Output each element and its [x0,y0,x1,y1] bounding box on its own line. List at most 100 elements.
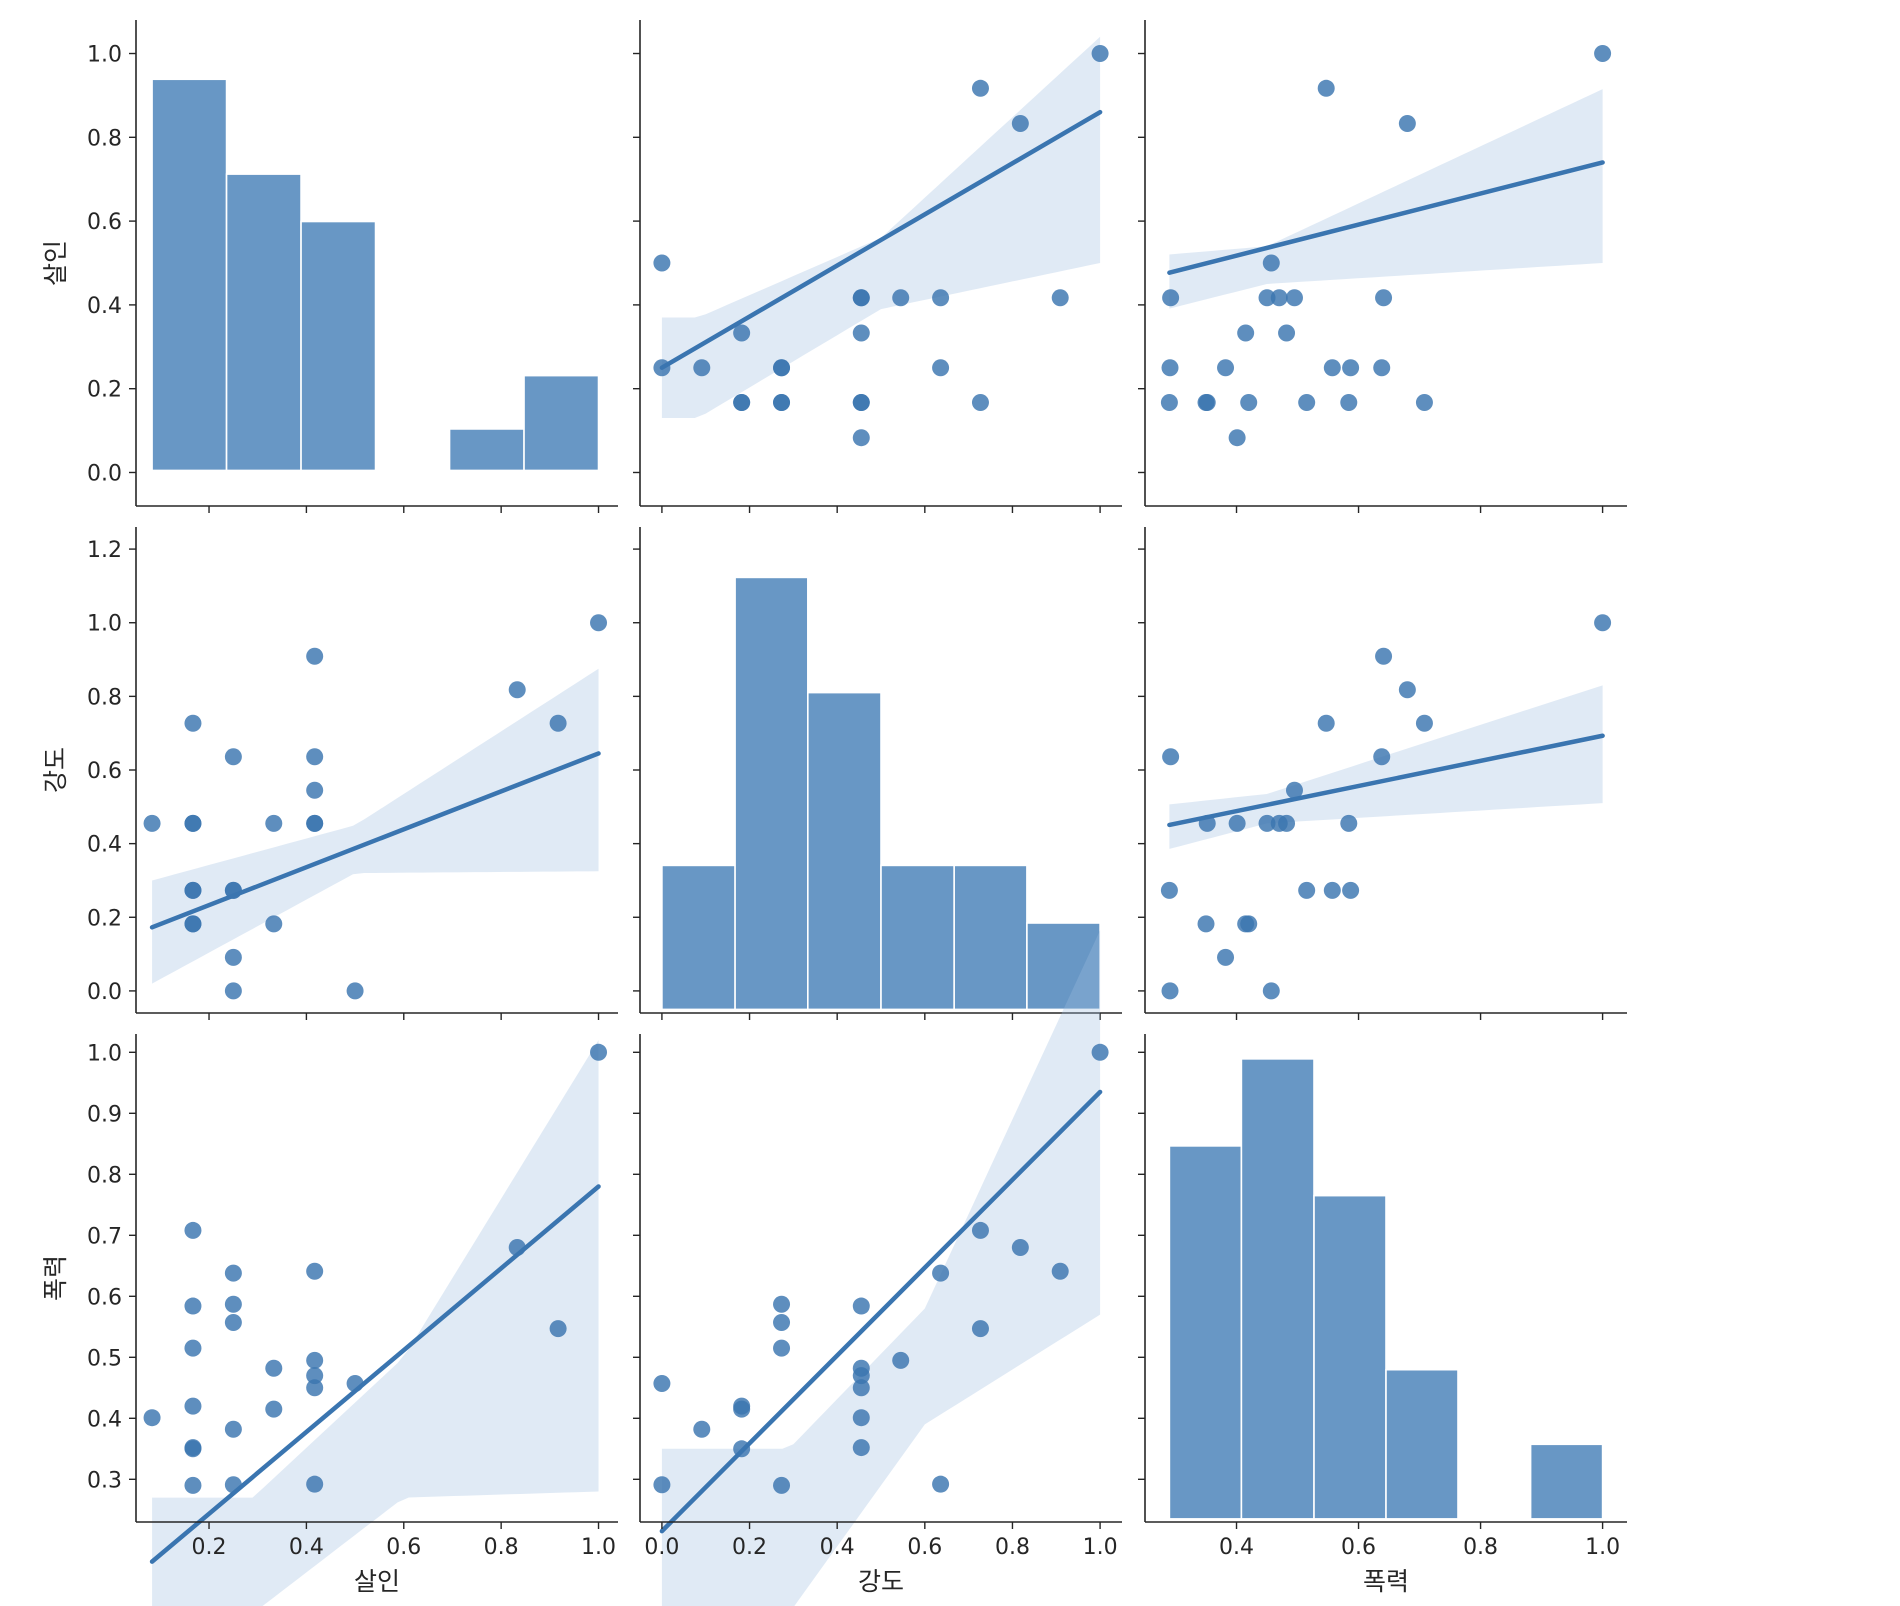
point-salin-vs-gangdo-5 [733,394,751,412]
point-salin-vs-gangdo-15 [1051,289,1069,307]
point-gangdo-vs-salin-14 [265,915,283,933]
point-pokryeok-vs-gangdo-14 [733,1400,751,1418]
point-pokryeok-vs-salin-8 [224,1264,242,1282]
y-tick-label-gangdo: 1.2 [87,538,122,563]
point-salin-vs-gangdo-23 [1091,45,1109,63]
point-gangdo-vs-salin-16 [306,748,324,766]
ci-band-gangdo-vs-pokryeok [1169,685,1603,849]
point-pokryeok-vs-salin-12 [224,1314,242,1332]
y-axis-title-gangdo: 강도 [41,747,70,793]
point-gangdo-vs-pokryeok-19 [1258,814,1276,832]
point-gangdo-vs-salin-0 [143,814,161,832]
point-gangdo-vs-pokryeok-18 [1270,814,1288,832]
hist-bar-gangdo-1 [734,576,809,1011]
point-salin-vs-gangdo-12 [773,359,791,377]
ci-band-gangdo-vs-salin [152,668,599,984]
point-gangdo-vs-pokryeok-8 [1373,748,1391,766]
point-pokryeok-vs-gangdo-11 [693,1420,711,1438]
point-pokryeok-vs-salin-3 [184,1339,202,1357]
hist-bar-pokryeok-0 [1168,1145,1243,1520]
point-pokryeok-vs-gangdo-20 [653,1375,671,1393]
point-gangdo-vs-salin-20 [346,982,364,1000]
point-pokryeok-vs-salin-15 [306,1262,324,1280]
point-pokryeok-vs-salin-20 [346,1375,364,1393]
hist-bar-salin-2 [300,220,377,472]
point-salin-vs-gangdo-8 [932,359,950,377]
point-pokryeok-vs-salin-18 [306,1367,324,1385]
point-gangdo-vs-salin-13 [265,814,283,832]
point-pokryeok-vs-gangdo-19 [852,1379,870,1397]
point-salin-vs-gangdo-19 [852,289,870,307]
y-tick-label-salin: 1.0 [87,43,122,68]
point-salin-vs-pokryeok-3 [1298,394,1316,412]
point-salin-vs-gangdo-22 [971,79,989,97]
regression-line-gangdo-vs-salin [149,751,601,930]
point-gangdo-vs-pokryeok-5 [1197,915,1215,933]
point-pokryeok-vs-gangdo-21 [1011,1239,1029,1256]
point-gangdo-vs-pokryeok-10 [1161,982,1179,1000]
point-salin-vs-pokryeok-2 [1340,394,1358,412]
point-gangdo-vs-pokryeok-1 [1415,714,1433,732]
point-salin-vs-pokryeok-4 [1240,394,1258,412]
y-tick-label-pokryeok: 0.4 [87,1407,122,1432]
point-salin-vs-pokryeok-23 [1594,45,1612,63]
point-pokryeok-vs-salin-9 [224,1295,242,1313]
y-axis-title-salin: 살인 [41,240,70,286]
point-salin-vs-pokryeok-11 [1217,359,1235,377]
point-pokryeok-vs-salin-6 [184,1476,202,1494]
panel-salin-vs-pokryeok [1138,20,1627,513]
x-tick-label-salin: 0.4 [289,1535,324,1560]
point-pokryeok-vs-salin-13 [265,1359,283,1377]
x-tick-label-salin: 0.2 [192,1535,227,1560]
point-pokryeok-vs-salin-17 [306,1351,324,1369]
x-tick-label-salin: 1.0 [581,1535,616,1560]
point-salin-vs-gangdo-20 [653,254,671,272]
point-pokryeok-vs-gangdo-17 [892,1351,910,1369]
point-gangdo-vs-salin-21 [508,681,526,699]
point-pokryeok-vs-salin-14 [265,1400,283,1418]
y-tick-label-salin: 0.2 [87,378,122,403]
point-gangdo-vs-pokryeok-9 [1342,881,1360,899]
point-salin-vs-gangdo-7 [852,394,870,412]
point-salin-vs-pokryeok-12 [1323,359,1341,377]
x-tick-label-pokryeok: 0.6 [1341,1535,1376,1560]
y-tick-label-salin: 0.4 [87,294,122,319]
x-tick-label-salin: 0.6 [386,1535,421,1560]
point-gangdo-vs-pokryeok-23 [1594,614,1612,632]
point-pokryeok-vs-salin-23 [590,1043,608,1061]
hist-bar-salin-0 [151,78,228,472]
point-gangdo-vs-pokryeok-15 [1375,647,1393,665]
y-tick-label-pokryeok: 0.7 [87,1224,122,1249]
point-salin-vs-pokryeok-10 [1161,359,1179,377]
panel-pokryeok-vs-gangdo: 0.0 0.2 0.4 0.6 0.8 1.0 강도 [633,930,1122,1606]
x-tick-label-gangdo: 0.4 [820,1535,855,1560]
point-gangdo-vs-pokryeok-22 [1317,714,1335,732]
hist-bar-pokryeok-5 [1529,1443,1604,1520]
point-pokryeok-vs-gangdo-2 [852,1297,870,1315]
x-axis-title-salin: 살인 [354,1567,400,1596]
y-axis-title-pokryeok: 폭력 [41,1255,70,1301]
x-tick-label-pokryeok: 0.8 [1463,1535,1498,1560]
point-gangdo-vs-salin-17 [306,781,324,799]
y-tick-label-pokryeok: 0.9 [87,1102,122,1127]
point-gangdo-vs-salin-8 [224,748,242,766]
point-gangdo-vs-pokryeok-21 [1398,681,1416,699]
point-salin-vs-pokryeok-16 [1162,289,1180,307]
point-pokryeok-vs-gangdo-9 [773,1295,791,1313]
point-pokryeok-vs-gangdo-22 [971,1320,989,1338]
point-salin-vs-pokryeok-0 [1228,429,1246,447]
point-pokryeok-vs-salin-22 [549,1320,567,1338]
point-salin-vs-gangdo-21 [1011,114,1029,132]
point-salin-vs-gangdo-10 [653,359,671,377]
point-gangdo-vs-salin-15 [306,647,324,665]
point-gangdo-vs-pokryeok-2 [1340,814,1358,832]
point-salin-vs-pokryeok-1 [1415,394,1433,412]
y-tick-label-gangdo: 0.2 [87,906,122,931]
point-salin-vs-pokryeok-21 [1398,114,1416,132]
point-salin-vs-gangdo-6 [773,394,791,412]
point-pokryeok-vs-salin-11 [224,1420,242,1438]
ci-band-salin-vs-gangdo [661,36,1101,419]
panel-pokryeok-vs-pokryeok: 0.4 0.6 0.8 1.0 폭력 [1138,1034,1627,1596]
y-tick-label-salin: 0.6 [87,210,122,235]
